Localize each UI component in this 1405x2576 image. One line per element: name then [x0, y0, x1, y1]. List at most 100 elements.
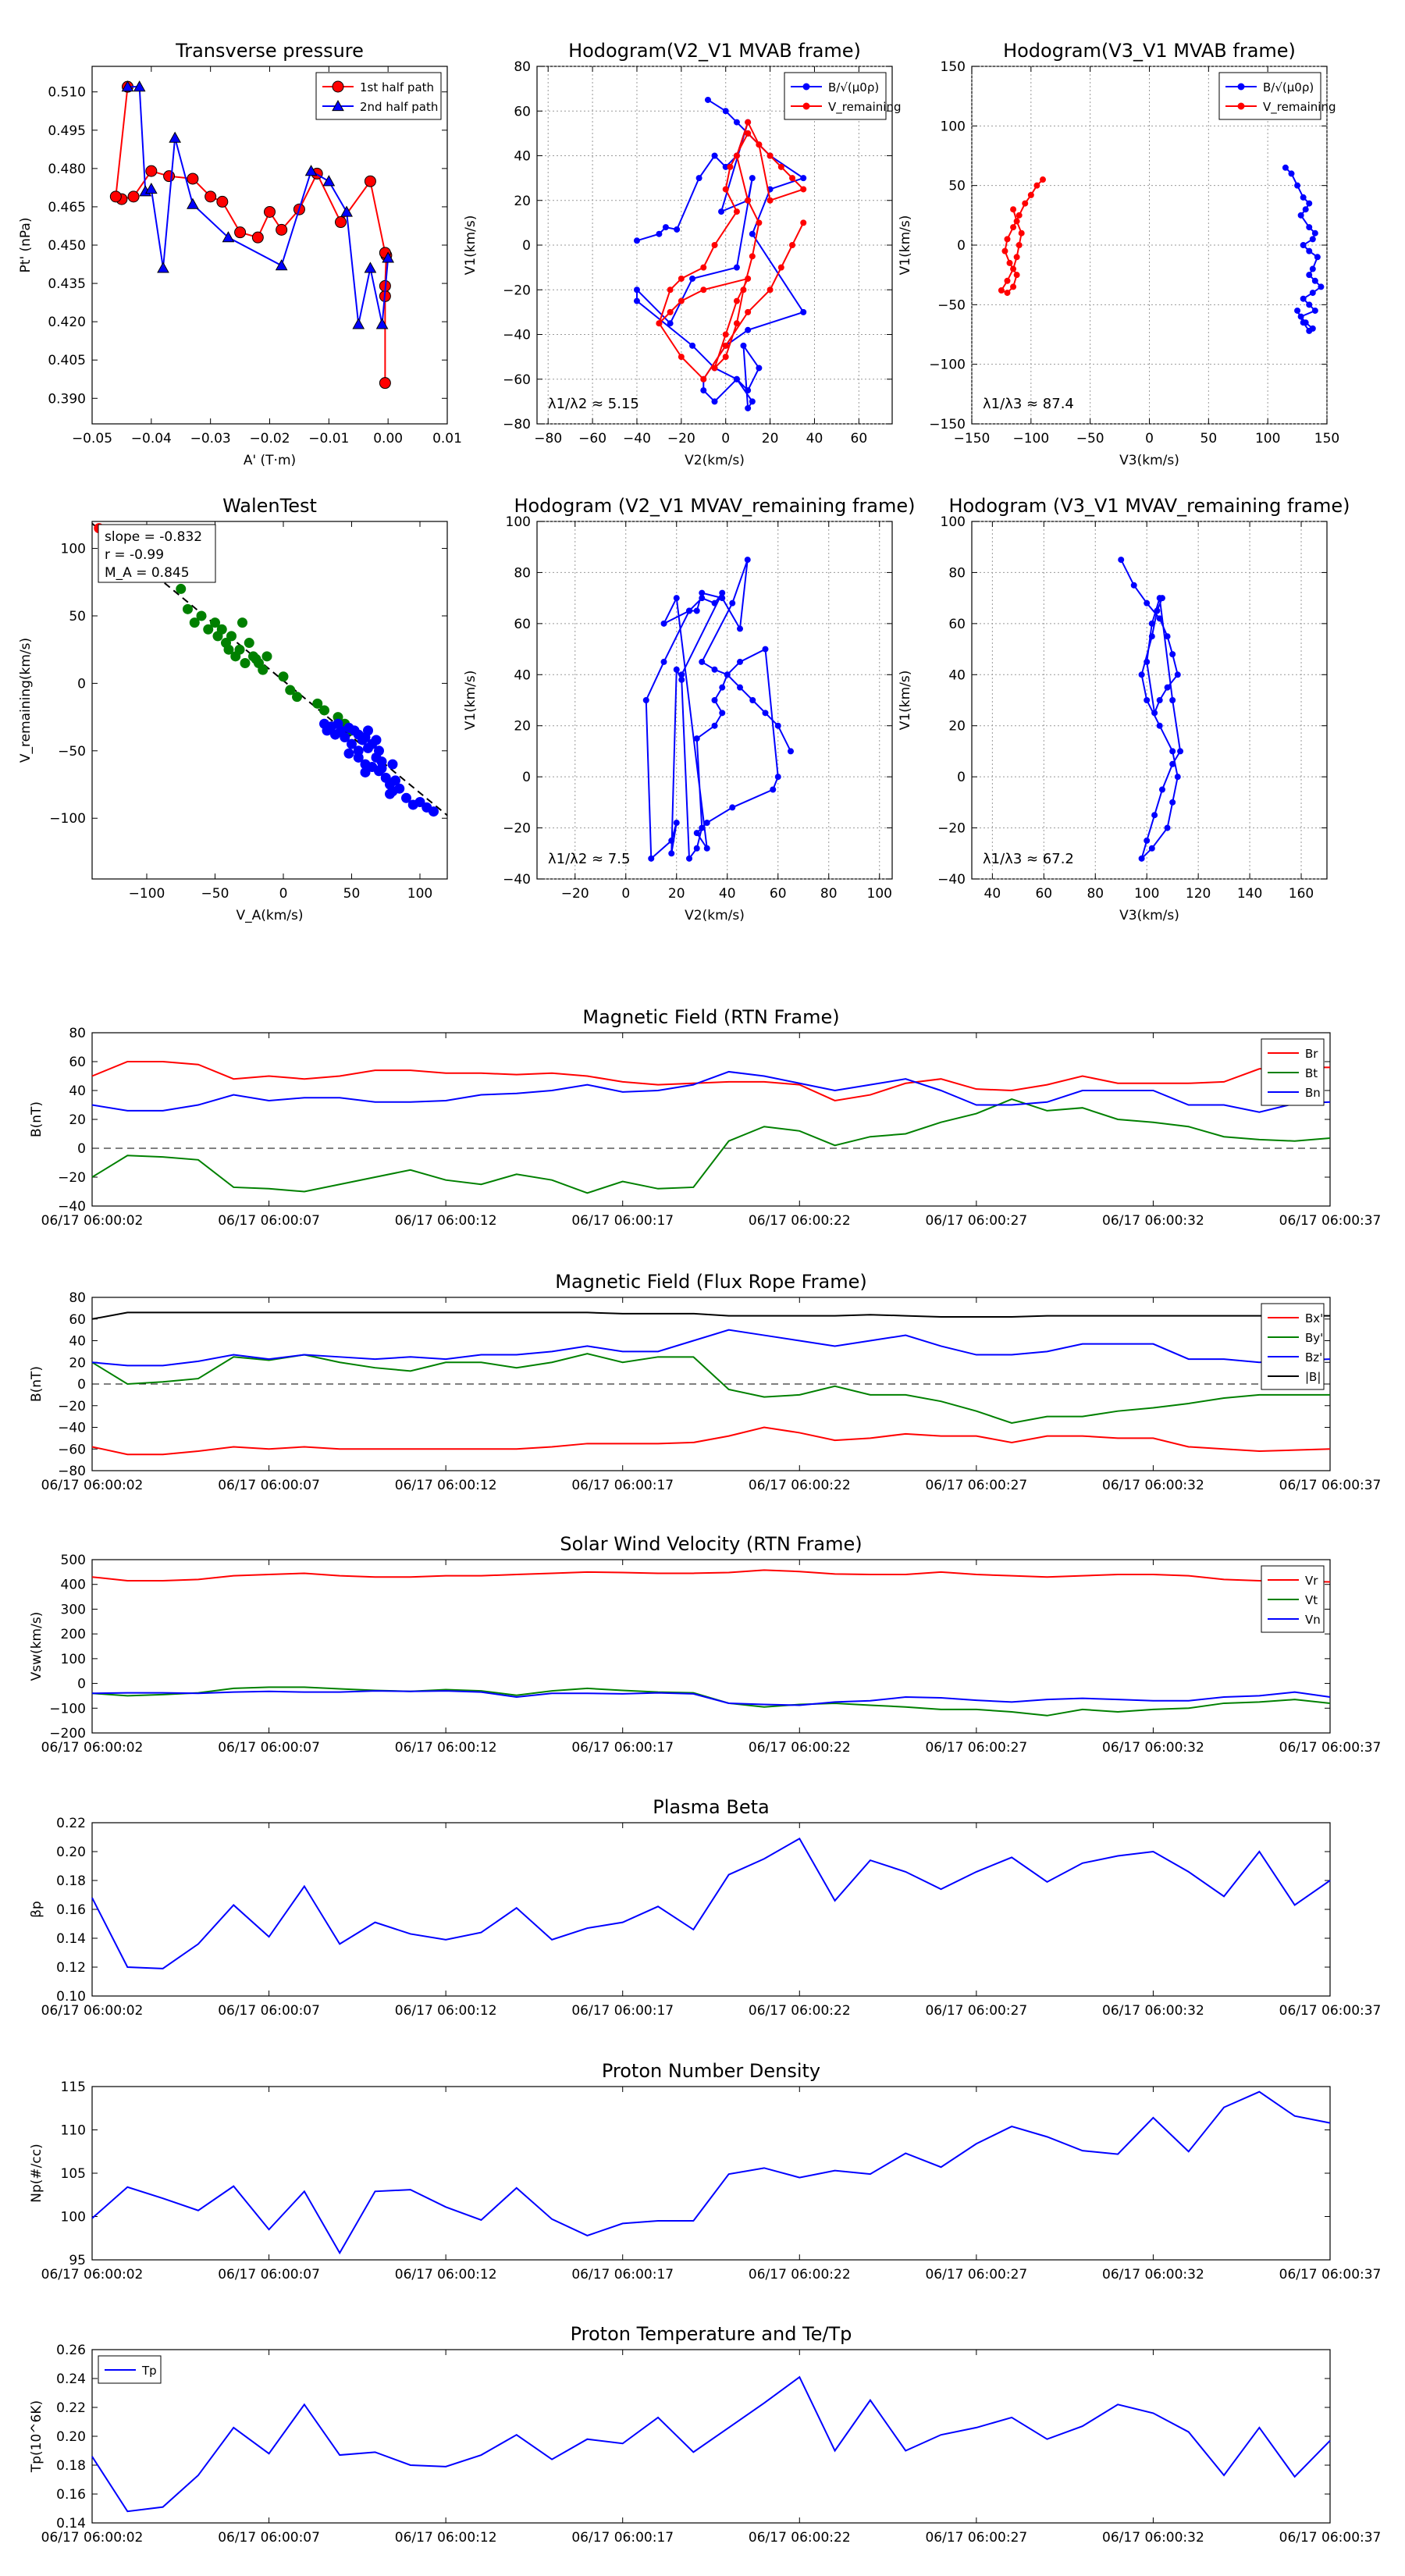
y-tick-label: 60: [948, 617, 966, 632]
data-point: [662, 224, 669, 231]
y-tick-label: −40: [937, 872, 966, 888]
annotation-text: slope = -0.832: [105, 529, 202, 545]
y-tick-label: 100: [61, 1652, 86, 1667]
data-point: [1144, 600, 1151, 607]
x-tick-label: 120: [1186, 886, 1211, 902]
data-point: [722, 108, 729, 115]
x-tick-label: 06/17 06:00:32: [1102, 2003, 1204, 2019]
data-point: [673, 595, 680, 602]
x-tick-label: 06/17 06:00:02: [41, 2530, 144, 2546]
y-axis-label: Np(#/cc): [29, 2144, 44, 2202]
data-point: [379, 377, 391, 390]
x-tick-label: 06/17 06:00:17: [571, 1478, 674, 1493]
legend-box: [1218, 72, 1321, 120]
data-point: [216, 195, 229, 208]
data-point: [127, 190, 140, 203]
y-tick-label: −40: [58, 1199, 86, 1215]
x-tick-label: 06/17 06:00:02: [41, 1478, 144, 1493]
x-tick-label: −20: [667, 431, 695, 447]
data-point: [695, 175, 702, 182]
annotation-text: r = -0.99: [105, 547, 164, 563]
y-tick-label: 0.420: [48, 315, 86, 330]
data-point: [700, 387, 707, 394]
legend-label: Vn: [1305, 1613, 1321, 1627]
x-tick-label: 06/17 06:00:32: [1102, 2267, 1204, 2282]
chart-title: Solar Wind Velocity (RTN Frame): [560, 1533, 862, 1555]
data-point: [660, 620, 667, 627]
legend-label: V_remaining: [828, 100, 902, 115]
data-point: [678, 671, 685, 678]
x-tick-label: 06/17 06:00:07: [218, 2003, 320, 2019]
data-point: [700, 286, 707, 294]
data-point: [1022, 200, 1029, 207]
legend-label: Vr: [1305, 1574, 1318, 1588]
data-point: [394, 783, 405, 794]
y-tick-label: −40: [58, 1421, 86, 1436]
series-line: [91, 2090, 1331, 2255]
chart-title: Hodogram(V2_V1 MVAB frame): [568, 40, 861, 62]
x-tick-label: 06/17 06:00:12: [395, 1478, 497, 1493]
legend-label: 1st half path: [360, 80, 434, 94]
data-point: [777, 264, 784, 271]
y-axis-label: V1(km/s): [898, 671, 913, 731]
y-tick-label: 0.26: [56, 2343, 86, 2358]
data-point: [1306, 301, 1313, 308]
x-tick-label: 06/17 06:00:17: [571, 1740, 674, 1756]
y-tick-label: −80: [503, 417, 531, 432]
x-tick-label: 06/17 06:00:37: [1279, 2267, 1382, 2282]
x-tick-label: 06/17 06:00:37: [1279, 1740, 1382, 1756]
y-tick-label: 0.450: [48, 238, 86, 254]
data-point: [157, 262, 169, 273]
y-tick-label: 0.24: [56, 2371, 86, 2387]
data-point: [223, 644, 234, 655]
data-point: [1300, 194, 1307, 201]
series-V: [1118, 557, 1184, 862]
x-tick-label: −50: [201, 886, 229, 902]
legend: 1st half path 2nd half path: [315, 72, 442, 120]
y-tick-label: 60: [69, 1055, 86, 1070]
series-Br: [91, 1061, 1330, 1101]
data-point: [1309, 265, 1316, 272]
data-point: [1302, 206, 1309, 213]
data-point: [656, 320, 663, 327]
y-tick-label: 0.18: [56, 1873, 86, 1889]
y-tick-label: 40: [948, 667, 966, 683]
data-point: [187, 173, 199, 185]
data-point: [1151, 812, 1158, 819]
data-point: [1016, 242, 1023, 248]
x-tick-label: 06/17 06:00:27: [925, 1740, 1027, 1756]
data-point: [733, 375, 740, 382]
y-axis-label: Vsw(km/s): [29, 1612, 44, 1681]
y-tick-label: 80: [69, 1290, 86, 1306]
data-point: [729, 804, 736, 811]
x-tick-label: 06/17 06:00:07: [218, 2267, 320, 2282]
x-tick-label: −100: [1012, 431, 1049, 447]
data-point: [203, 624, 214, 635]
data-point: [762, 710, 769, 717]
data-point: [401, 792, 411, 803]
y-tick-label: 0.405: [48, 353, 86, 368]
data-point: [240, 657, 251, 668]
data-point: [667, 320, 674, 327]
data-point: [1311, 229, 1318, 237]
data-point: [1177, 748, 1184, 755]
y-tick-label: −100: [49, 811, 86, 827]
data-point: [234, 226, 247, 239]
data-point: [633, 286, 640, 294]
data-point: [1013, 218, 1020, 225]
x-tick-label: −0.03: [190, 431, 231, 447]
data-point: [363, 725, 373, 736]
data-point: [1040, 176, 1046, 183]
data-point: [1169, 748, 1176, 755]
legend-label: V_remaining: [1263, 100, 1336, 115]
data-point: [1282, 164, 1289, 171]
y-tick-label: 0.18: [56, 2458, 86, 2474]
x-tick-label: 06/17 06:00:22: [749, 1740, 851, 1756]
x-tick-label: 0.00: [373, 431, 403, 447]
x-tick-label: 06/17 06:00:27: [925, 1213, 1027, 1229]
panel-beta: Plasma Beta 0.10 0.12 0.14 0.16 0.18 0.20 0.22 0…: [29, 1796, 1381, 2019]
data-point: [745, 308, 752, 315]
x-tick-label: 06/17 06:00:17: [571, 2003, 674, 2019]
x-tick-label: −150: [954, 431, 991, 447]
data-point: [1010, 224, 1017, 231]
